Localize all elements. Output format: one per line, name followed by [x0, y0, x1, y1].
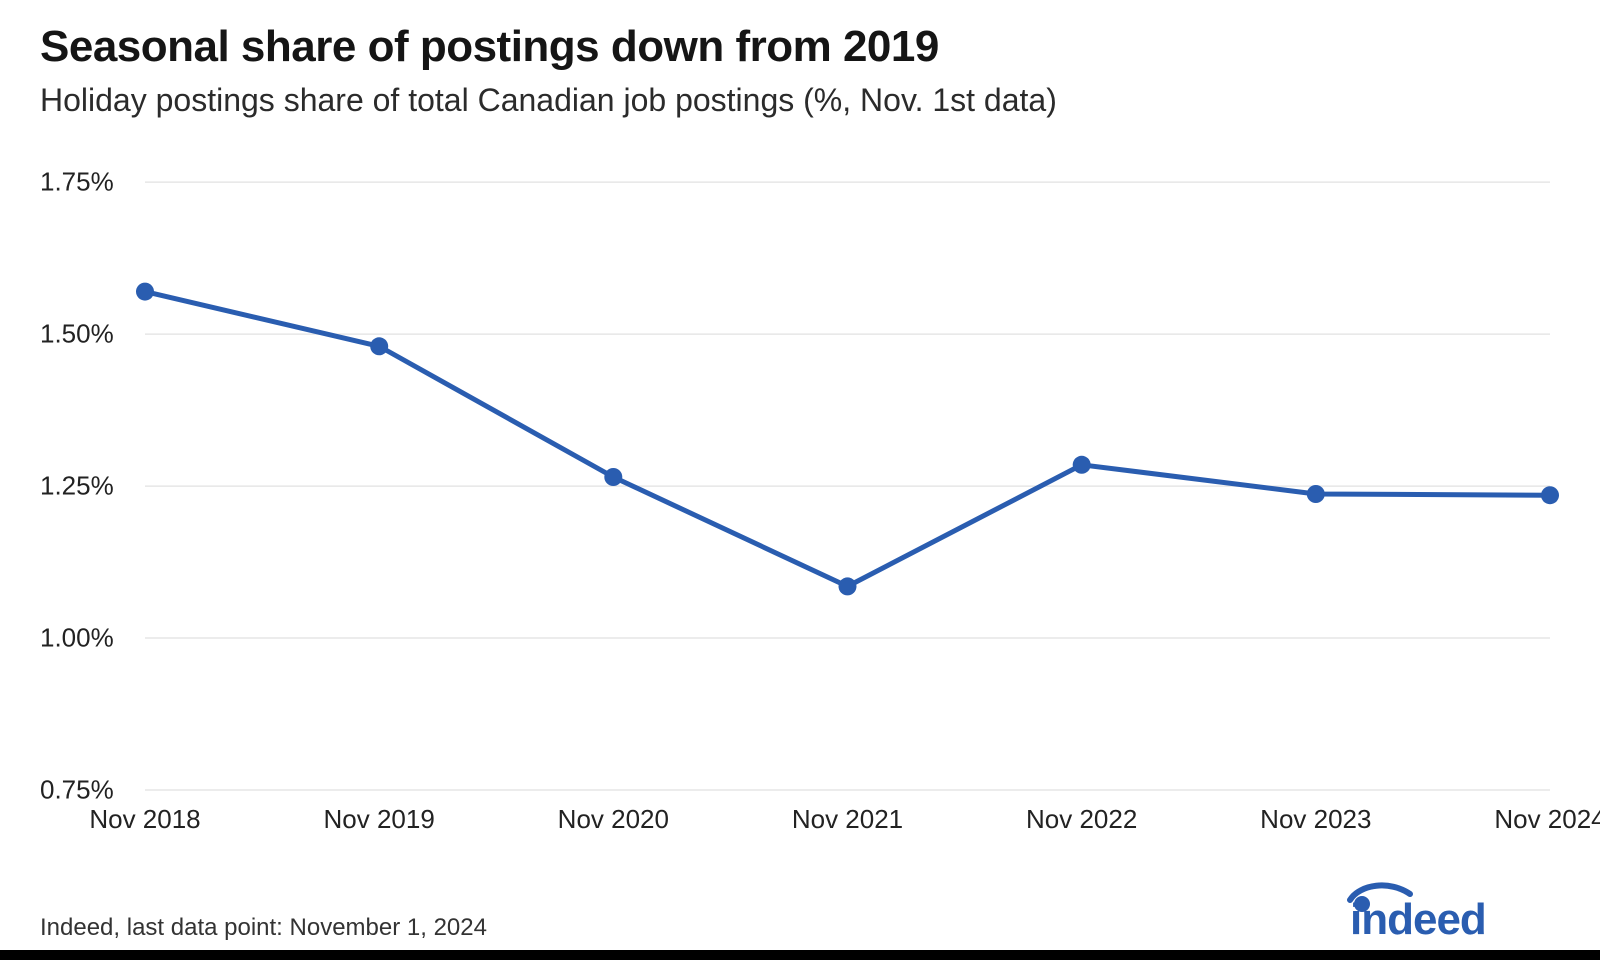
line-chart-svg: [40, 150, 1560, 850]
svg-text:indeed: indeed: [1350, 895, 1486, 942]
y-tick-label: 1.25%: [40, 471, 114, 502]
chart-plot-area: 0.75% 1.00% 1.25% 1.50% 1.75% Nov 2018 Nov 20…: [40, 150, 1560, 850]
footer-strip: [0, 950, 1600, 960]
x-tick-label: Nov 2024: [1494, 804, 1600, 835]
x-tick-label: Nov 2021: [792, 804, 903, 835]
x-tick-label: Nov 2022: [1026, 804, 1137, 835]
source-note: Indeed, last data point: November 1, 202…: [40, 914, 487, 942]
y-tick-label: 1.75%: [40, 167, 114, 198]
x-tick-label: Nov 2019: [324, 804, 435, 835]
x-tick-label: Nov 2023: [1260, 804, 1371, 835]
x-tick-label: Nov 2018: [89, 804, 200, 835]
x-tick-label: Nov 2020: [558, 804, 669, 835]
chart-figure: Seasonal share of postings down from 201…: [0, 0, 1600, 960]
chart-title: Seasonal share of postings down from 201…: [40, 22, 939, 72]
y-tick-label: 0.75%: [40, 775, 114, 806]
indeed-logo: indeed: [1332, 882, 1552, 942]
y-tick-label: 1.00%: [40, 623, 114, 654]
chart-subtitle: Holiday postings share of total Canadian…: [40, 82, 1057, 119]
y-tick-label: 1.50%: [40, 319, 114, 350]
